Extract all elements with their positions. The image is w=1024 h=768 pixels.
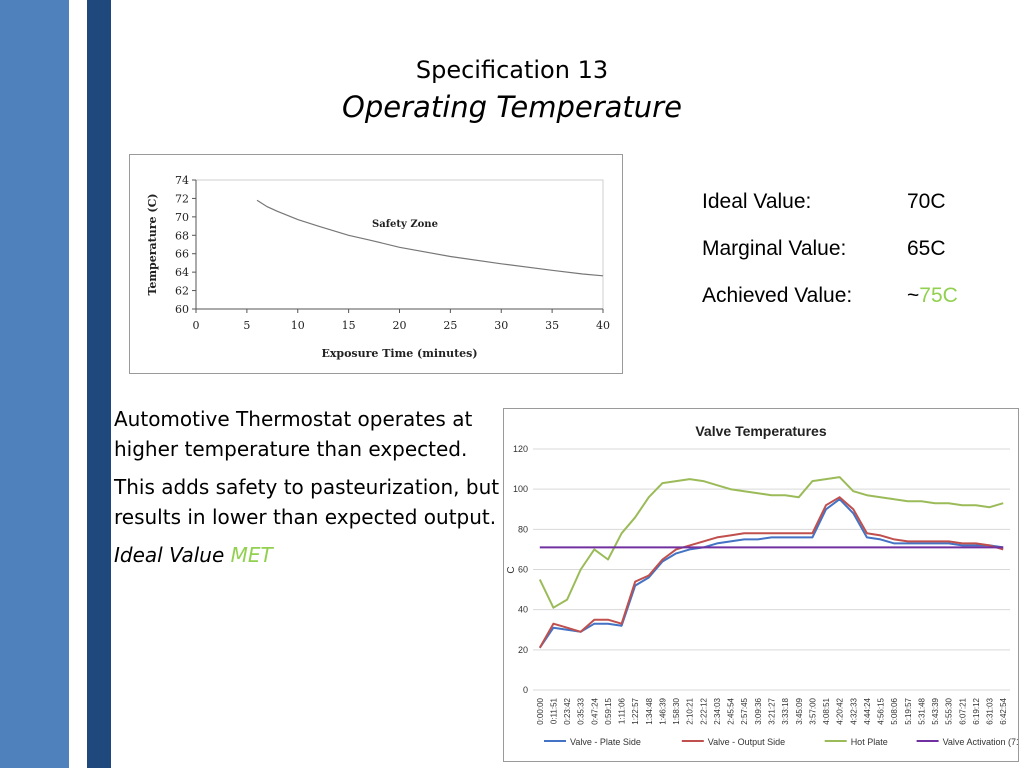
y-tick-label: 70 bbox=[175, 211, 189, 224]
x-tick-label: 10 bbox=[291, 319, 305, 332]
y-tick-label: 60 bbox=[175, 303, 189, 316]
x-tick-label: 2:10:21 bbox=[686, 697, 695, 724]
x-tick-label: 0:11:51 bbox=[549, 697, 558, 724]
exposure-chart-frame: 60 62 64 66 68 70 72 74 0 5 10 15 20 25 30 35 40 Safety Z… bbox=[129, 154, 623, 374]
achieved-value: 75C bbox=[919, 284, 958, 307]
x-tick-label: 1:34:48 bbox=[645, 697, 654, 724]
annotation-safety-zone: Safety Zone bbox=[372, 219, 438, 230]
result-label: Ideal Value bbox=[114, 543, 225, 567]
slide-subtitle: Operating Temperature bbox=[342, 90, 682, 124]
x-tick-label: 4:44:24 bbox=[863, 697, 872, 724]
x-tick-label: 1:11:06 bbox=[618, 697, 627, 724]
spec-value: 70C bbox=[907, 190, 946, 213]
valve-chart-frame: Valve Temperatures 0 20 40 60 80 100 120 C 0:00:0… bbox=[503, 408, 1019, 762]
y-tick-label: 66 bbox=[175, 248, 189, 261]
body-paragraph-1: Automotive Thermostat operates at higher… bbox=[114, 407, 473, 461]
x-tick-label: 35 bbox=[545, 319, 559, 332]
x-tick-label: 0:23:42 bbox=[563, 697, 572, 724]
sidebar-accent-dark bbox=[87, 0, 111, 768]
x-tick-label: 6:07:21 bbox=[958, 697, 967, 724]
x-tick-label: 6:42:54 bbox=[999, 697, 1008, 724]
temperature-curve bbox=[256, 199, 604, 277]
y-axis-label: C bbox=[506, 566, 517, 573]
x-tick-label: 5:08:06 bbox=[890, 697, 899, 724]
x-axis-label: Exposure Time (minutes) bbox=[321, 347, 477, 360]
x-tick-label: 3:45:09 bbox=[795, 697, 804, 724]
y-tick-label: 74 bbox=[175, 174, 189, 187]
x-tick-label: 20 bbox=[393, 319, 407, 332]
x-tick-label: 5:31:48 bbox=[917, 697, 926, 724]
y-tick-label: 0 bbox=[523, 685, 528, 695]
exposure-chart: 60 62 64 66 68 70 72 74 0 5 10 15 20 25 30 35 40 Safety Z… bbox=[146, 174, 610, 360]
legend-label: Valve Activation (71C) bbox=[943, 737, 1018, 747]
x-tick-label: 15 bbox=[342, 319, 356, 332]
x-tick-label: 2:22:12 bbox=[699, 697, 708, 724]
x-tick-label: 1:58:30 bbox=[672, 697, 681, 724]
x-tick-label: 3:09:36 bbox=[754, 697, 763, 724]
y-tick-label: 64 bbox=[175, 266, 189, 279]
x-tick-label: 30 bbox=[494, 319, 508, 332]
x-tick-label: 4:32:33 bbox=[849, 697, 858, 724]
x-tick-label: 40 bbox=[596, 319, 610, 332]
valve-temperatures-chart: Valve Temperatures 0 20 40 60 80 100 120 C 0:00:0… bbox=[506, 423, 1018, 747]
x-tick-label: 2:45:54 bbox=[727, 697, 736, 724]
spec-label: Achieved Value: bbox=[702, 284, 853, 307]
y-tick-label: 40 bbox=[518, 605, 528, 615]
y-tick-label: 68 bbox=[175, 229, 189, 242]
x-tick-label: 5:19:57 bbox=[904, 697, 913, 724]
result-value: MET bbox=[230, 543, 273, 567]
spec-value: 65C bbox=[907, 237, 946, 260]
x-tick-label: 0:35:33 bbox=[577, 697, 586, 724]
x-tick-label: 6:31:03 bbox=[986, 697, 995, 724]
legend-label: Valve - Output Side bbox=[708, 737, 785, 747]
slide-title: Specification 13 bbox=[415, 56, 609, 84]
x-tick-label: 2:57:45 bbox=[740, 697, 749, 724]
x-tick-label: 5:43:39 bbox=[931, 697, 940, 724]
x-tick-label: 3:57:00 bbox=[808, 697, 817, 724]
x-tick-label: 0:00:00 bbox=[536, 697, 545, 724]
y-tick-label: 80 bbox=[518, 524, 528, 534]
x-tick-label: 0:47:24 bbox=[590, 697, 599, 724]
y-tick-label: 20 bbox=[518, 645, 528, 655]
x-tick-label: 5 bbox=[243, 319, 250, 332]
result-line: Ideal Value MET bbox=[114, 540, 509, 570]
y-tick-label: 62 bbox=[175, 285, 189, 298]
x-tick-label: 4:08:51 bbox=[822, 697, 831, 724]
x-tick-label: 4:20:42 bbox=[836, 697, 845, 724]
x-tick-label: 25 bbox=[443, 319, 457, 332]
chart-title: Valve Temperatures bbox=[695, 423, 826, 439]
sidebar-accent-light bbox=[0, 0, 69, 768]
x-tick-label: 0:59:15 bbox=[604, 697, 613, 724]
y-axis-label: Temperature (C) bbox=[146, 193, 159, 295]
body-text: Automotive Thermostat operates at higher… bbox=[114, 404, 509, 578]
x-tick-label: 4:56:15 bbox=[877, 697, 886, 724]
x-tick-label: 1:22:57 bbox=[631, 697, 640, 724]
legend-label: Hot Plate bbox=[851, 737, 888, 747]
x-tick-label: 1:46:39 bbox=[658, 697, 667, 724]
x-tick-label: 6:19:12 bbox=[972, 697, 981, 724]
x-tick-label: 3:21:27 bbox=[768, 697, 777, 724]
spec-value: ~75C bbox=[907, 284, 958, 308]
approx-prefix: ~ bbox=[907, 284, 920, 307]
x-tick-label: 0 bbox=[193, 319, 200, 332]
spec-label: Marginal Value: bbox=[702, 237, 847, 260]
body-paragraph-2: This adds safety to pasteurization, but … bbox=[114, 475, 500, 529]
sidebar-gap bbox=[69, 0, 87, 768]
x-tick-label: 3:33:18 bbox=[781, 697, 790, 724]
y-tick-label: 60 bbox=[518, 565, 528, 575]
y-tick-label: 72 bbox=[175, 192, 189, 205]
spec-label: Ideal Value: bbox=[702, 190, 812, 213]
series-line bbox=[538, 476, 1004, 609]
plot-area bbox=[195, 179, 604, 310]
legend-label: Valve - Plate Side bbox=[570, 737, 641, 747]
y-tick-label: 120 bbox=[513, 444, 528, 454]
series-line bbox=[538, 496, 1004, 649]
x-tick-label: 5:55:30 bbox=[945, 697, 954, 724]
y-tick-label: 100 bbox=[513, 484, 528, 494]
series-line bbox=[538, 498, 1004, 649]
x-tick-label: 2:34:03 bbox=[713, 697, 722, 724]
